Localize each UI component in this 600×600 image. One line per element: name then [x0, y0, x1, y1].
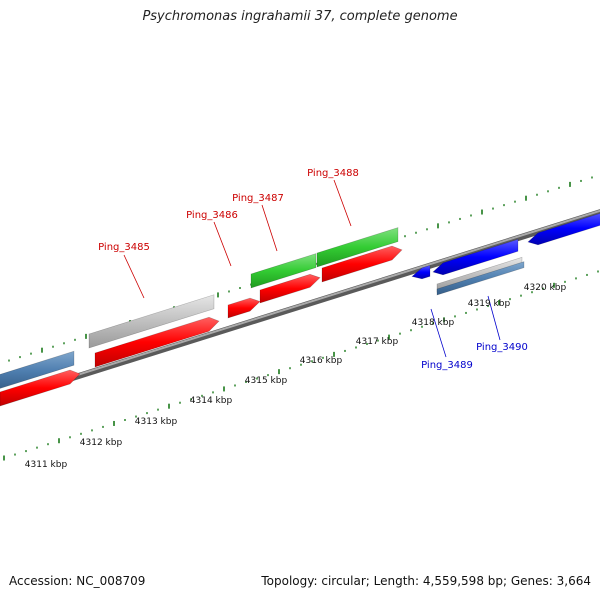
scale-labels: 4311 kbp 4312 kbp 4313 kbp 4314 kbp 4315… [25, 283, 567, 470]
scale-label: 4319 kbp [468, 299, 511, 309]
gene-reverse-cds[interactable] [432, 238, 519, 276]
scale-label: 4312 kbp [80, 438, 123, 448]
gene-reverse-cds-ping-3489[interactable] [411, 264, 431, 280]
scale-label: 4313 kbp [135, 417, 178, 427]
gene-cds-ping-3487[interactable] [259, 273, 321, 304]
leader-ping-3487 [261, 204, 278, 252]
gene-reverse-cds[interactable] [527, 212, 600, 246]
genome-summary-text: Topology: circular; Length: 4,559,598 bp… [261, 574, 591, 588]
gene-label-ping-3486[interactable]: Ping_3486 [186, 210, 238, 221]
scale-label: 4316 kbp [300, 356, 343, 366]
gene-cds-ping-3488[interactable] [321, 245, 403, 283]
gene-pseudo-ping-3485[interactable] [88, 294, 215, 349]
map-title: Psychromonas ingrahamii 37, complete gen… [142, 9, 458, 24]
gene-rna-ping-3487[interactable] [250, 253, 317, 289]
tick-row-lower [3, 270, 599, 461]
gene-track[interactable] [0, 212, 600, 407]
leader-ping-3485 [123, 254, 145, 299]
label-leaders [123, 179, 501, 358]
scale-label: 4311 kbp [25, 460, 68, 470]
scale-label: 4320 kbp [524, 283, 567, 293]
scale-label: 4318 kbp [412, 318, 455, 328]
gene-labels: Ping_3485 Ping_3486 Ping_3487 Ping_3488 … [98, 168, 528, 371]
scale-label: 4315 kbp [245, 376, 288, 386]
scale-label: 4317 kbp [356, 337, 399, 347]
gene-label-ping-3487[interactable]: Ping_3487 [232, 193, 284, 204]
gene-label-ping-3485[interactable]: Ping_3485 [98, 242, 150, 253]
gene-rna-ping-3488[interactable] [316, 227, 399, 268]
gene-steelblue-ping-3490[interactable] [436, 261, 525, 296]
leader-ping-3486 [213, 221, 232, 267]
leader-ping-3488 [333, 179, 352, 227]
genome-backbone [0, 209, 600, 404]
gene-cds-ping-3485[interactable] [94, 316, 220, 368]
gene-label-ping-3488[interactable]: Ping_3488 [307, 168, 359, 179]
scale-label: 4314 kbp [190, 396, 233, 406]
gene-cds[interactable] [0, 369, 81, 407]
accession-text: Accession: NC_008709 [9, 574, 146, 588]
gene-steelblue[interactable] [0, 350, 75, 390]
gene-cds-ping-3486[interactable] [227, 297, 261, 319]
gene-label-ping-3490[interactable]: Ping_3490 [476, 342, 528, 353]
gene-label-ping-3489[interactable]: Ping_3489 [421, 360, 473, 371]
leader-ping-3489 [430, 308, 447, 358]
leader-ping-3490 [487, 295, 501, 341]
